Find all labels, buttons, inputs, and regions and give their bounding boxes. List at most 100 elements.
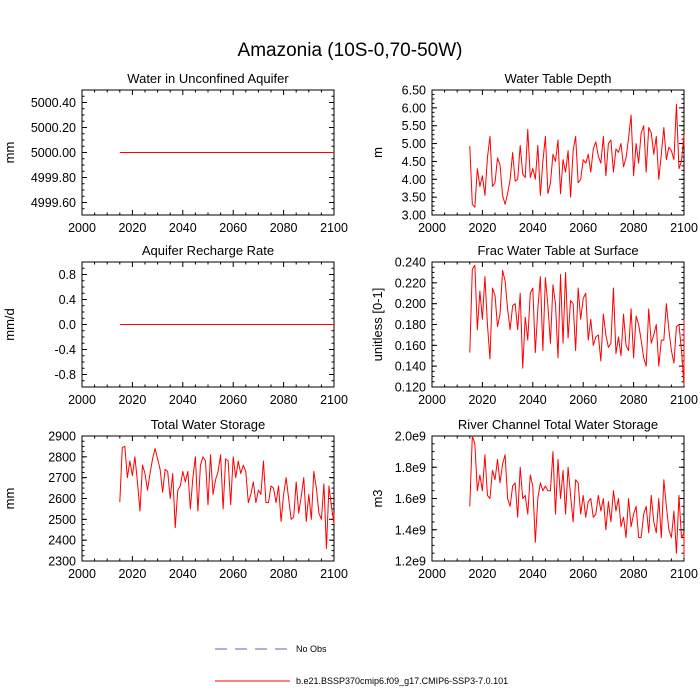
legend-label-model-run: b.e21.BSSP370cmip6.f09_g17.CMIP6-SSP3-7.…	[296, 676, 508, 686]
x-tick-label: 2080	[620, 221, 648, 235]
x-tick-label: 2100	[670, 567, 698, 581]
panel-river-channel-total-water-storage: River Channel Total Water Storage 2000 202…	[370, 417, 698, 581]
y-tick-label: 2500	[48, 513, 76, 527]
series-line-0	[469, 103, 685, 208]
x-tick-label: 2100	[320, 221, 348, 235]
x-tick-label: 2060	[569, 393, 597, 407]
y-tick-label: -0.4	[54, 343, 76, 357]
x-tick-label: 2060	[219, 221, 247, 235]
x-tick-label: 2060	[569, 221, 597, 235]
panel-total-water-storage: Total Water Storage 2000 2020 2040 2060 2080 2…	[2, 417, 348, 581]
x-tick-label: 2100	[320, 567, 348, 581]
y-tick-label: 0.240	[395, 256, 426, 270]
y-tick-label: 2300	[48, 555, 76, 569]
y-tick-label: 2800	[48, 450, 76, 464]
y-tick-label: 6.00	[402, 101, 426, 115]
y-tick-label: 5000.40	[31, 96, 76, 110]
x-tick-label: 2000	[68, 567, 96, 581]
y-tick-label: 0.140	[395, 360, 426, 374]
y-tick-label: 3.50	[402, 191, 426, 205]
panel-title: River Channel Total Water Storage	[458, 417, 658, 432]
panels: Water in Unconfined Aquifer 2000 2020 2040 2…	[2, 71, 698, 581]
x-tick-label: 2040	[169, 567, 197, 581]
x-tick-label: 2080	[270, 567, 298, 581]
y-tick-label: 2.0e9	[395, 430, 426, 444]
y-axis-label: unitless [0-1]	[370, 288, 385, 362]
y-tick-label: 5.00	[402, 137, 426, 151]
x-tick-label: 2100	[670, 221, 698, 235]
x-tick-label: 2040	[519, 393, 547, 407]
y-axis-label: mm	[2, 488, 17, 510]
y-tick-label: 1.4e9	[395, 523, 426, 537]
y-tick-label: 1.2e9	[395, 555, 426, 569]
x-tick-label: 2060	[219, 393, 247, 407]
series-line-0	[469, 435, 685, 558]
y-tick-label: 4999.80	[31, 171, 76, 185]
panel-title: Frac Water Table at Surface	[477, 243, 638, 258]
panel-title: Total Water Storage	[151, 417, 265, 432]
y-tick-label: 0.4	[59, 293, 76, 307]
x-tick-label: 2100	[320, 393, 348, 407]
y-tick-label: 1.8e9	[395, 461, 426, 475]
y-tick-label: 4999.60	[31, 196, 76, 210]
panel-title: Aquifer Recharge Rate	[142, 243, 274, 258]
y-tick-label: 4.50	[402, 155, 426, 169]
y-tick-label: 5000.20	[31, 121, 76, 135]
x-tick-label: 2080	[620, 567, 648, 581]
x-tick-label: 2000	[418, 221, 446, 235]
plot-frame	[431, 261, 685, 388]
y-axis-label: m	[370, 147, 385, 158]
y-tick-label: 4.00	[402, 173, 426, 187]
legend-item-model-run: b.e21.BSSP370cmip6.f09_g17.CMIP6-SSP3-7.…	[215, 676, 508, 686]
y-axis-label: m3	[370, 489, 385, 507]
legend-item-no-obs: No Obs	[215, 644, 327, 654]
x-tick-label: 2000	[418, 393, 446, 407]
series-line-0	[119, 445, 335, 549]
y-tick-label: 5.50	[402, 119, 426, 133]
x-tick-label: 2060	[219, 567, 247, 581]
panel-title: Water in Unconfined Aquifer	[127, 71, 289, 86]
x-tick-label: 2080	[270, 221, 298, 235]
y-tick-label: 3.00	[402, 209, 426, 223]
panel-title: Water Table Depth	[505, 71, 612, 86]
x-tick-label: 2080	[620, 393, 648, 407]
x-tick-label: 2040	[169, 221, 197, 235]
y-tick-label: 0.8	[59, 268, 76, 282]
y-tick-label: 0.180	[395, 318, 426, 332]
x-tick-label: 2100	[670, 393, 698, 407]
y-tick-label: 2400	[48, 534, 76, 548]
x-tick-label: 2000	[418, 567, 446, 581]
y-tick-label: 6.50	[402, 84, 426, 98]
y-tick-label: 1.6e9	[395, 492, 426, 506]
y-axis-label: mm	[2, 142, 17, 164]
x-tick-label: 2020	[118, 567, 146, 581]
series-line-0	[469, 264, 685, 386]
x-tick-label: 2020	[468, 221, 496, 235]
x-tick-label: 2020	[118, 393, 146, 407]
y-tick-label: 0.120	[395, 381, 426, 395]
y-axis-label: mm/d	[2, 308, 17, 341]
x-tick-label: 2040	[169, 393, 197, 407]
y-tick-label: -0.8	[54, 368, 76, 382]
x-tick-label: 2040	[519, 221, 547, 235]
y-tick-label: 2600	[48, 492, 76, 506]
panel-water-table-depth: Water Table Depth 2000 2020 2040 2060 2080 210…	[370, 71, 698, 235]
x-tick-label: 2000	[68, 221, 96, 235]
legend-label-no-obs: No Obs	[296, 644, 327, 654]
x-tick-label: 2080	[270, 393, 298, 407]
figure-title: Amazonia (10S-0,70-50W)	[238, 40, 463, 61]
y-tick-label: 2900	[48, 430, 76, 444]
y-tick-label: 5000.00	[31, 146, 76, 160]
x-tick-label: 2020	[118, 221, 146, 235]
x-tick-label: 2000	[68, 393, 96, 407]
y-tick-label: 0.220	[395, 276, 426, 290]
y-tick-label: 0.160	[395, 339, 426, 353]
panel-frac-water-table-at-surface: Frac Water Table at Surface 2000 2020 2040 2…	[370, 243, 698, 407]
x-tick-label: 2060	[569, 567, 597, 581]
x-tick-label: 2040	[519, 567, 547, 581]
y-tick-label: 0.0	[59, 318, 76, 332]
y-tick-label: 0.200	[395, 297, 426, 311]
panel-aquifer-recharge-rate: Aquifer Recharge Rate 2000 2020 2040 2060 208…	[2, 243, 348, 407]
panel-water-in-unconfined-aquifer: Water in Unconfined Aquifer 2000 2020 2040 2…	[2, 71, 348, 235]
